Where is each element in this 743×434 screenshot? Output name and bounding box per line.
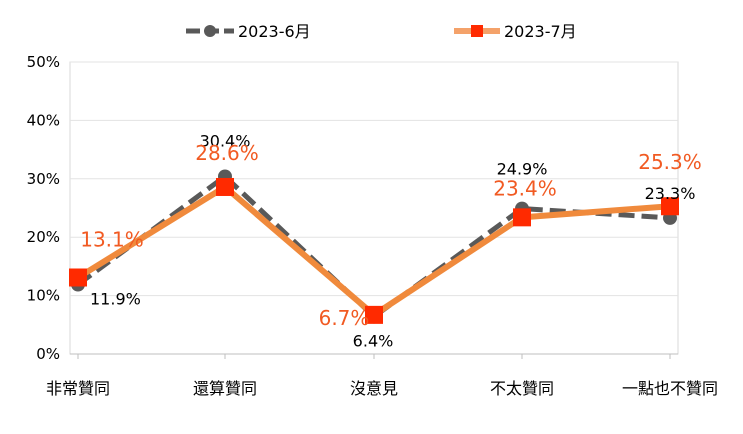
- y-tick-label: 40%: [27, 111, 60, 129]
- data-label-jun: 11.9%: [90, 290, 141, 309]
- data-label-jun: 23.3%: [645, 184, 696, 203]
- gridlines: [70, 61, 678, 355]
- data-label-jul: 13.1%: [80, 227, 144, 251]
- legend-item-jun: 2023-6月: [186, 22, 311, 41]
- x-category-label: 不太贊同: [490, 379, 554, 398]
- legend: 2023-6月 2023-7月: [186, 22, 577, 41]
- y-tick-label: 0%: [36, 345, 60, 363]
- y-tick-label: 50%: [27, 53, 60, 71]
- point-jul: [69, 268, 87, 287]
- x-category-label: 一點也不贊同: [622, 379, 718, 398]
- x-category-label: 非常贊同: [46, 379, 110, 398]
- legend-label-jun: 2023-6月: [238, 22, 311, 41]
- legend-marker-jun: [204, 25, 216, 37]
- point-jul: [365, 305, 383, 324]
- x-category-label: 還算贊同: [193, 379, 257, 398]
- x-category-label: 沒意見: [350, 379, 398, 398]
- data-label-jun: 6.4%: [353, 332, 394, 351]
- data-label-jul: 6.7%: [319, 306, 370, 330]
- legend-label-jul: 2023-7月: [504, 22, 577, 41]
- point-jul: [216, 177, 234, 196]
- y-tick-label: 30%: [27, 170, 60, 188]
- data-label-jun: 24.9%: [497, 160, 548, 179]
- legend-item-jul: 2023-7月: [454, 22, 577, 41]
- series-markers: [69, 169, 679, 324]
- y-axis-ticks: 0% 10% 20% 30% 40% 50%: [27, 53, 60, 363]
- data-label-jul: 23.4%: [493, 176, 557, 200]
- series-line-jun: [76, 173, 671, 320]
- point-jul: [513, 208, 531, 227]
- point-jul: [661, 197, 679, 216]
- data-label-jul: 25.3%: [638, 150, 702, 174]
- y-tick-label: 10%: [27, 287, 60, 305]
- x-axis-categories: 非常贊同 還算贊同 沒意見 不太贊同 一點也不贊同: [46, 354, 718, 398]
- y-tick-label: 20%: [27, 228, 60, 246]
- data-labels: 11.9% 30.4% 6.4% 24.9% 23.3% 13.1% 28.6% 6.7% 23…: [80, 131, 702, 350]
- legend-marker-jul: [471, 25, 483, 37]
- data-label-jun: 30.4%: [200, 131, 251, 150]
- data-label-jul: 28.6%: [195, 141, 259, 165]
